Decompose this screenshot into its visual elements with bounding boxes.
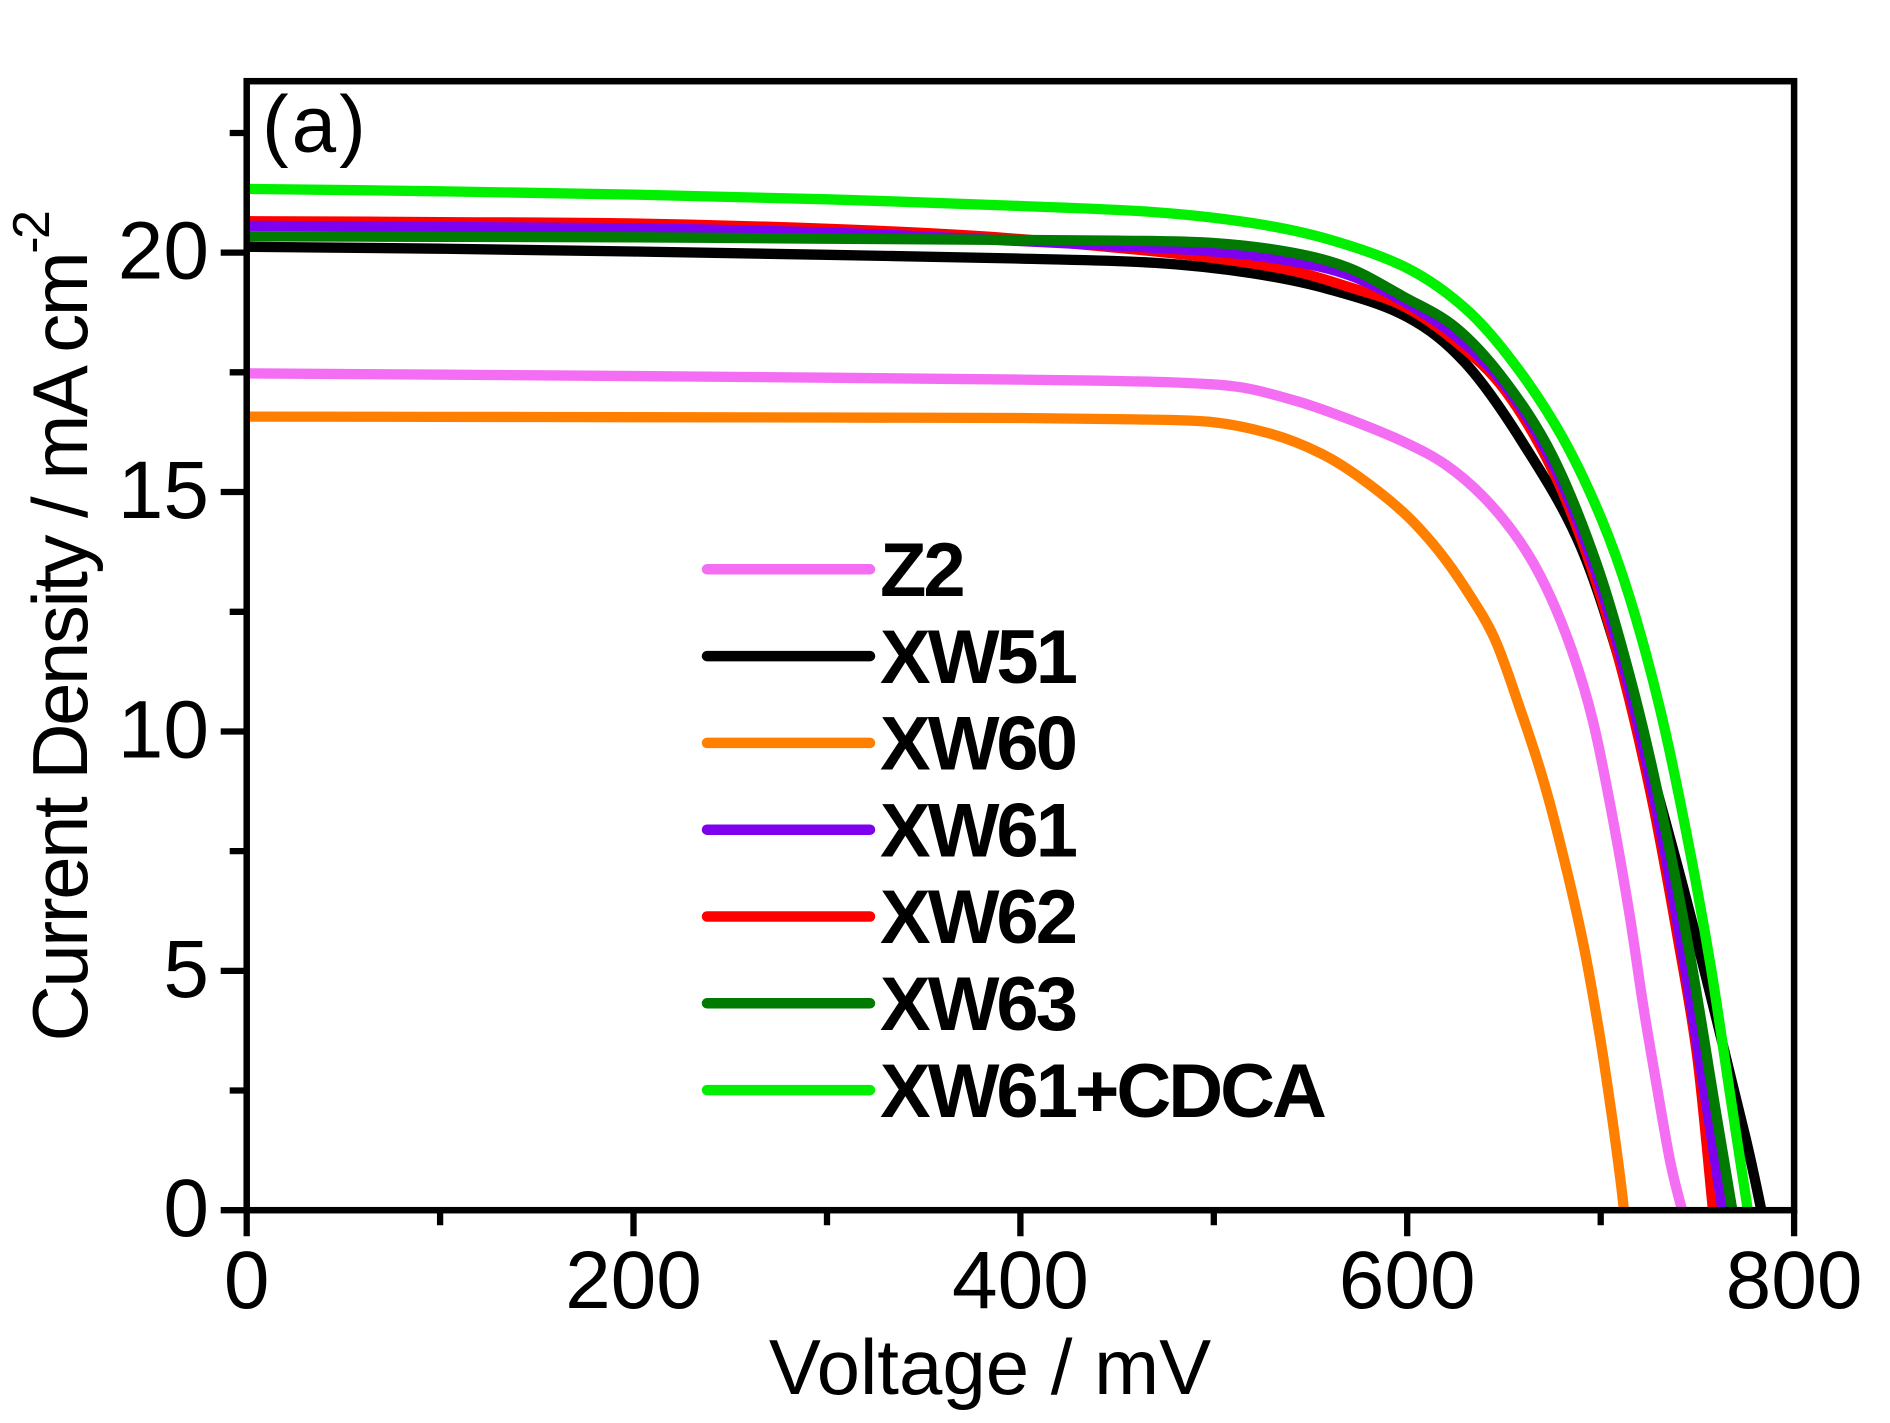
svg-text:XW51: XW51 [880,615,1077,700]
svg-text:XW63: XW63 [880,962,1076,1047]
svg-text:600: 600 [1339,1235,1476,1326]
svg-text:XW61: XW61 [880,788,1077,873]
svg-text:XW61+CDCA: XW61+CDCA [880,1049,1325,1134]
svg-text:200: 200 [565,1235,702,1326]
svg-text:XW60: XW60 [880,702,1076,787]
svg-text:Voltage / mV: Voltage / mV [769,1323,1211,1411]
svg-text:15: 15 [118,445,209,536]
svg-text:20: 20 [118,206,209,297]
svg-text:10: 10 [118,684,209,775]
svg-text:800: 800 [1726,1235,1863,1326]
svg-text:XW62: XW62 [880,875,1076,960]
svg-text:Current Density / mA cm-2: Current Density / mA cm-2 [3,212,104,1042]
svg-text:400: 400 [952,1235,1089,1326]
svg-text:0: 0 [163,1163,209,1254]
svg-text:(a): (a) [262,80,369,169]
svg-text:Z2: Z2 [880,528,963,613]
svg-text:0: 0 [224,1235,270,1326]
svg-text:5: 5 [163,924,209,1015]
